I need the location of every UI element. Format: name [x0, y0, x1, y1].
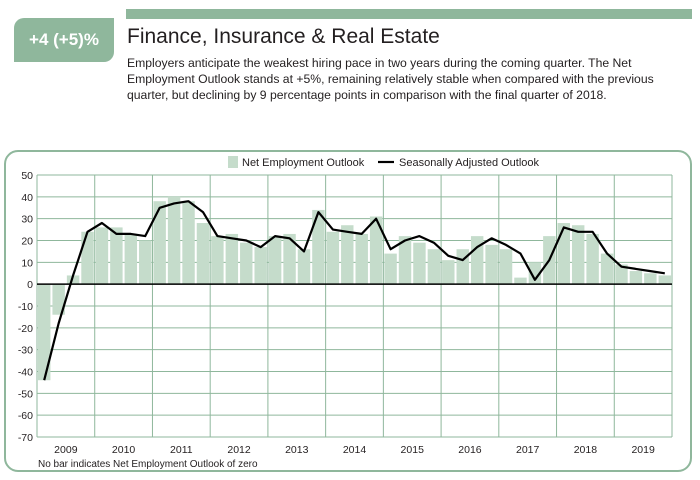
- bar: [283, 233, 296, 285]
- legend-line-label: Seasonally Adjusted Outlook: [399, 157, 540, 169]
- x-tick-label: 2019: [631, 444, 655, 456]
- x-tick-label: 2012: [227, 444, 251, 456]
- bar: [398, 236, 412, 285]
- legend-bar-swatch: [228, 156, 238, 168]
- bar: [326, 231, 340, 285]
- bar: [153, 201, 166, 285]
- bar: [384, 253, 397, 285]
- header-accent-bar: [126, 9, 692, 19]
- x-tick-label: 2016: [458, 444, 482, 456]
- page-title: Finance, Insurance & Real Estate: [127, 25, 440, 48]
- bar: [485, 244, 498, 285]
- bar: [211, 236, 224, 285]
- bar: [225, 233, 239, 285]
- bar: [355, 233, 368, 285]
- bar: [514, 277, 527, 285]
- bar: [52, 284, 65, 315]
- y-tick-label: -30: [18, 345, 33, 357]
- bar: [124, 233, 138, 285]
- y-tick-label: 40: [21, 192, 33, 204]
- outlook-badge-text: +4 (+5)%: [29, 30, 99, 49]
- y-tick-label: -50: [18, 388, 33, 400]
- x-tick-label: 2011: [170, 444, 193, 456]
- bar: [81, 231, 94, 285]
- bar: [268, 236, 282, 285]
- x-tick-label: 2017: [516, 444, 540, 456]
- bar: [586, 233, 599, 285]
- bar: [110, 227, 123, 285]
- y-tick-label: -10: [18, 301, 33, 313]
- bar: [38, 284, 51, 381]
- x-tick-label: 2015: [401, 444, 425, 456]
- bar: [196, 223, 210, 285]
- y-tick-label: 30: [21, 214, 33, 226]
- y-tick-label: 50: [21, 170, 33, 182]
- x-tick-label: 2013: [285, 444, 309, 456]
- y-tick-label: -70: [18, 432, 33, 444]
- chart-footnote: No bar indicates Net Employment Outlook …: [38, 459, 258, 470]
- y-tick-label: -60: [18, 410, 33, 422]
- bar: [95, 227, 109, 285]
- bar: [297, 249, 311, 285]
- chart-frame: [4, 150, 692, 472]
- x-tick-label: 2009: [54, 444, 78, 456]
- bar: [644, 273, 657, 285]
- bar: [629, 271, 643, 285]
- bar: [600, 253, 614, 285]
- bar: [571, 225, 585, 285]
- x-tick-label: 2014: [343, 444, 367, 456]
- bar: [427, 249, 441, 285]
- seasonally-adjusted-line: [43, 200, 665, 381]
- bar: [528, 262, 542, 285]
- x-tick-label: 2018: [574, 444, 598, 456]
- bar: [240, 242, 253, 285]
- bar: [167, 196, 181, 285]
- outlook-badge: +4 (+5)%: [14, 18, 114, 62]
- y-tick-label: 20: [21, 236, 33, 248]
- bar: [139, 240, 152, 285]
- bar: [312, 209, 325, 285]
- bar: [557, 223, 570, 285]
- bar: [456, 249, 469, 285]
- y-tick-label: 0: [27, 279, 33, 291]
- page-description: Employers anticipate the weakest hiring …: [127, 56, 654, 102]
- bar: [470, 236, 484, 285]
- bar: [341, 225, 354, 285]
- bar: [369, 216, 383, 285]
- bar: [499, 249, 513, 285]
- y-tick-label: 10: [21, 257, 33, 269]
- bar: [615, 264, 628, 285]
- bar: [182, 201, 195, 285]
- bar: [413, 242, 426, 285]
- y-tick-label: -20: [18, 323, 33, 335]
- y-tick-label: -40: [18, 367, 33, 379]
- bar: [254, 247, 267, 285]
- x-tick-label: 2010: [112, 444, 136, 456]
- bar: [66, 275, 80, 285]
- legend-bar-label: Net Employment Outlook: [242, 157, 365, 169]
- bar: [658, 275, 671, 285]
- bar: [442, 260, 455, 285]
